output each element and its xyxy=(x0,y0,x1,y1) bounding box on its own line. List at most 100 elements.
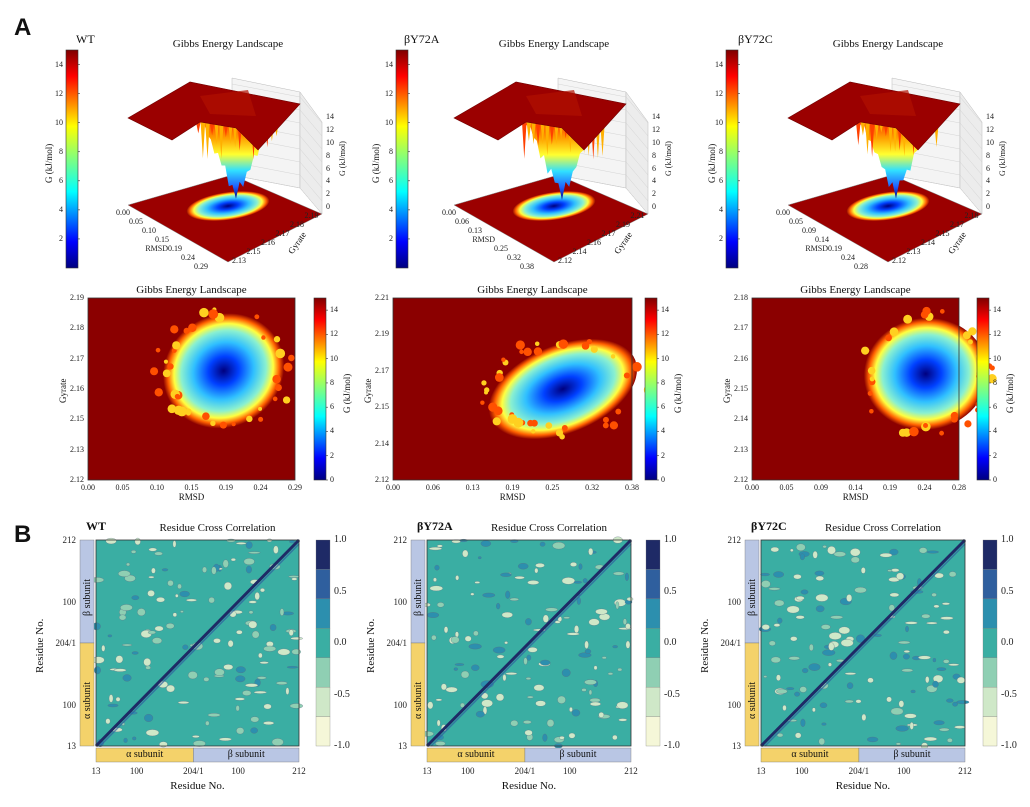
y72c-dccm-blob xyxy=(828,632,842,640)
y72a-dccm-blob xyxy=(593,665,598,670)
y72a-dccm-y-tick: 204/1 xyxy=(386,638,407,648)
y72c-dccm-variant: βY72C xyxy=(751,519,787,533)
y72a-3d-colorbar-tick: 4 xyxy=(389,204,393,214)
y72a-2d-y-tick: 2.12 xyxy=(375,475,389,484)
y72a-dccm-blob xyxy=(542,614,549,623)
y72c-2d-fringe-dot xyxy=(950,411,959,420)
wt-dccm-colorbar-segment xyxy=(315,657,331,688)
y72a-dccm-blob xyxy=(546,719,555,727)
wt-dccm-blob xyxy=(179,590,190,598)
wt-2d-fringe-dot xyxy=(283,362,293,372)
wt-dccm-blob xyxy=(94,666,101,675)
wt-2d-colorbar-tick: 10 xyxy=(330,353,338,363)
wt-2d-x-tick: 0.15 xyxy=(184,483,199,492)
y72c-dccm-blob xyxy=(879,553,893,558)
wt-dccm-y-label: Residue No. xyxy=(34,618,46,673)
wt-2d-x-tick: 0.00 xyxy=(81,483,95,492)
y72a-3d-plateau xyxy=(453,81,627,151)
y72a-dccm-x-tick: 100 xyxy=(563,766,577,776)
wt-dccm-title: Residue Cross Correlation xyxy=(159,522,276,534)
wt-2d-colorbar-tick: 2 xyxy=(330,450,334,460)
wt-dccm-x-tick: 100 xyxy=(129,766,144,776)
y72c-2d-fringe-dot xyxy=(989,365,995,371)
wt-dccm-blob xyxy=(276,681,288,685)
wt-2d-fringe-dot xyxy=(272,374,281,384)
wt-dccm-band-beta-x xyxy=(193,747,300,763)
wt-dccm-band-alpha-y xyxy=(79,642,95,747)
wt-3d-y-tick: 2.18 xyxy=(290,220,304,229)
y72c-2d-colorbar-tick: 12 xyxy=(993,329,1001,339)
y72c-dccm-blob xyxy=(815,575,824,581)
wt-dccm-blob xyxy=(291,648,301,655)
y72a-dccm-blob xyxy=(624,572,629,581)
wt-3d-colorbar-tick: 4 xyxy=(59,204,63,214)
wt-dccm-blob xyxy=(115,697,121,702)
y72a-3d-x-tick: RMSD xyxy=(472,235,495,244)
y72a-2d-x-tick: 0.19 xyxy=(505,483,520,492)
wt-dccm-blob xyxy=(182,644,189,650)
y72c-2d-y-tick: 2.17 xyxy=(734,323,748,333)
y72a-dccm-blob xyxy=(527,647,538,653)
y72c-3d-z-tick: 10 xyxy=(986,138,994,147)
y72c-dccm-blob xyxy=(918,655,931,660)
wt-2d-fringe-dot xyxy=(288,354,295,362)
wt-2d-fringe-dot xyxy=(176,406,187,417)
y72c-dccm-blob xyxy=(821,722,827,726)
wt-dccm-blob xyxy=(248,600,257,604)
y72a-3d-x-tick: 0.00 xyxy=(442,208,456,217)
wt-dccm-blob xyxy=(152,637,163,644)
y72c-dccm-y-tick: 100 xyxy=(727,699,742,710)
y72a-2d-fringe-dot xyxy=(484,387,490,393)
y72c-dccm-blob xyxy=(786,605,800,614)
y72c-3d-floor-basin xyxy=(846,190,930,222)
y72a-dccm-plot-frame xyxy=(426,539,632,747)
y72a-dccm-blob xyxy=(523,657,528,665)
y72c-dccm-blob xyxy=(861,713,867,721)
y72a-2d-fringe-dot xyxy=(602,416,609,423)
y72a-3d-x-tick: 0.13 xyxy=(468,226,482,235)
wt-dccm-blob xyxy=(147,590,155,597)
y72c-dccm-blob xyxy=(933,720,945,726)
wt-3d-z-tick: 12 xyxy=(326,125,334,135)
wt-dccm-blob xyxy=(165,623,175,629)
wt-dccm-blob xyxy=(161,568,169,572)
y72c-2d-fringe-dot xyxy=(964,420,972,428)
y72a-3d-wall-grid xyxy=(625,148,649,176)
y72c-dccm-blob xyxy=(895,725,909,732)
y72c-3d-colorbar-tick: 14 xyxy=(715,59,723,69)
wt-dccm-blob xyxy=(202,566,207,573)
y72c-dccm-blob xyxy=(795,595,805,601)
y72c-dccm-blob xyxy=(948,663,960,666)
y72c-2d-colorbar-label: G (kJ/mol) xyxy=(1005,373,1015,413)
wt-dccm-variant: WT xyxy=(86,519,107,533)
wt-dccm-band-beta-x-label: β subunit xyxy=(227,749,265,760)
y72c-3d-colorbar-tick: 10 xyxy=(715,117,723,127)
wt-dccm-band-alpha-x-label: α subunit xyxy=(126,749,164,760)
y72a-dccm-blob xyxy=(534,567,539,574)
y72a-2d-fringe-dot xyxy=(559,433,565,440)
y72a-3d-colorbar-tick: 6 xyxy=(389,175,393,185)
y72a-dccm-y-tick: 13 xyxy=(398,741,407,751)
wt-2d-fringe-dot xyxy=(261,335,266,340)
y72c-dccm-blob xyxy=(939,727,950,732)
y72c-3d-z-tick: 8 xyxy=(986,150,990,160)
y72a-dccm-blob xyxy=(617,667,623,672)
y72a-2d-fringe-dot xyxy=(623,372,630,379)
y72a-dccm-blob xyxy=(563,616,571,619)
y72a-dccm-blob xyxy=(589,701,601,707)
y72a-dccm-blob xyxy=(501,611,513,618)
y72c-dccm-x-tick: 204/1 xyxy=(848,766,870,776)
wt-dccm-colorbar-tick: -0.5 xyxy=(334,688,350,700)
y72c-dccm-colorbar-tick: 1.0 xyxy=(1001,534,1014,545)
wt-2d-colorbar-tick: 6 xyxy=(330,402,334,412)
wt-2d-y-tick: 2.19 xyxy=(70,293,84,302)
y72a-dccm-diagonal-side xyxy=(430,543,632,747)
wt-3d-colorbar-tick: 6 xyxy=(59,175,63,185)
wt-dccm-band-beta-y-label: β subunit xyxy=(82,578,93,616)
y72c-dccm-colorbar-tick: 0.0 xyxy=(1001,637,1014,648)
wt-2d-x-tick: 0.24 xyxy=(253,483,268,492)
y72a-dccm-blob xyxy=(574,625,580,634)
wt-3d-y-tick: 2.16 xyxy=(261,238,275,247)
wt-dccm-blob xyxy=(243,558,255,565)
